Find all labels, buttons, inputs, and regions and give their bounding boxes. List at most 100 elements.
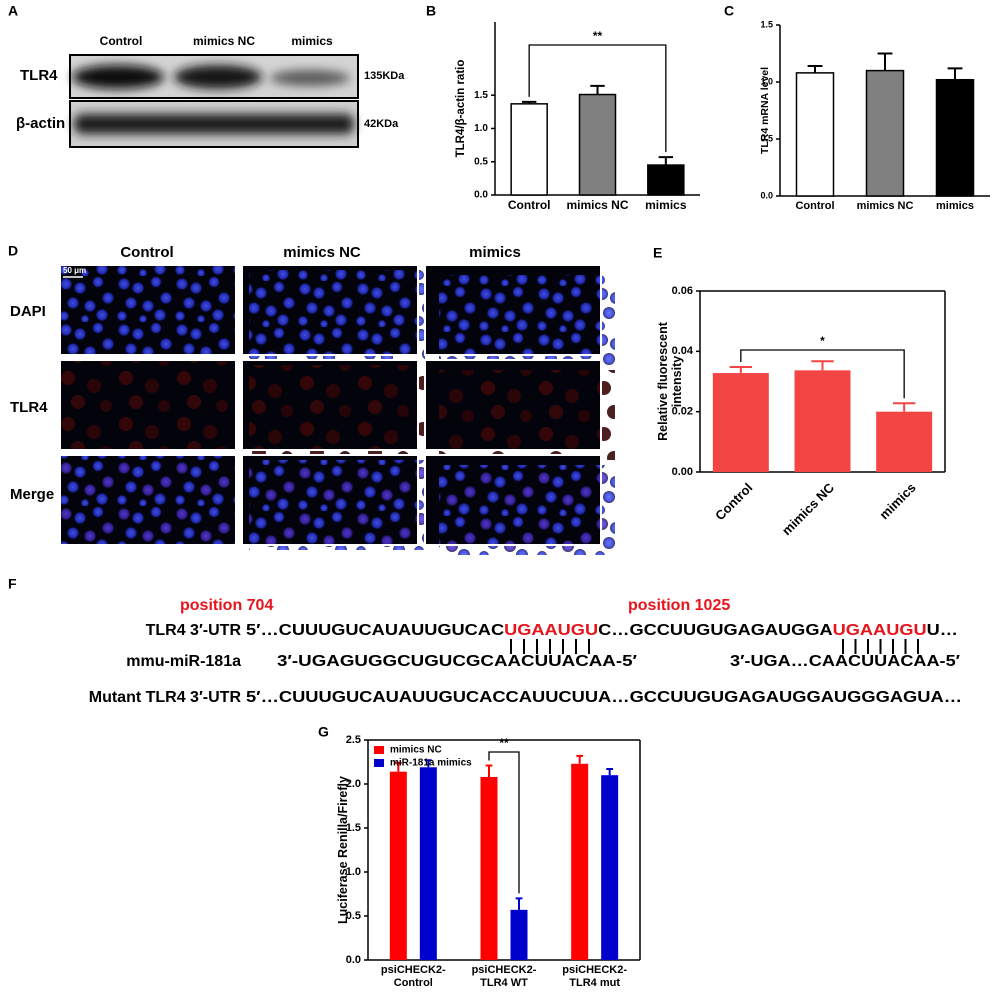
protein-label: TLR4	[20, 67, 58, 84]
sequence-segment: 3′-UGAGUGGCUGUCGCAACUUACAA-5′	[277, 653, 637, 670]
bar	[480, 776, 498, 960]
panel-label: F	[8, 576, 17, 592]
bar	[571, 763, 589, 960]
y-axis-label: Relative fluorescent intensity	[655, 322, 684, 441]
significance-label: *	[820, 334, 825, 348]
band	[72, 65, 164, 89]
micrograph-signal	[60, 455, 236, 545]
y-axis-label-box: TLR4/β-actin ratio	[455, 59, 468, 158]
legend-label: miR-181a mimics	[390, 758, 472, 769]
y-tick-label: 1.5	[474, 90, 488, 101]
y-tick-label: 0.0	[474, 190, 488, 201]
size-label: 42KDa	[364, 118, 399, 130]
error-bar	[521, 100, 537, 104]
x-tick-label: mimics NC	[566, 199, 629, 212]
micrograph-signal	[439, 370, 615, 460]
row-label: Merge	[10, 486, 54, 503]
error-bar	[424, 759, 432, 768]
y-tick-label: 0.06	[672, 285, 693, 297]
error-bar	[729, 366, 753, 374]
y-axis-label: TLR4/β-actin ratio	[455, 59, 468, 158]
x-tick-label-box: Control	[507, 199, 551, 212]
sequence-segment: UGAAUGU	[504, 622, 598, 639]
bar	[510, 103, 548, 196]
x-tick-label: mimics	[645, 199, 687, 212]
micrograph-signal	[439, 465, 615, 555]
x-tick-label-box: psiCHECK2- TLR4 mut	[562, 964, 627, 989]
micrograph-signal	[249, 365, 425, 455]
y-axis-label-box: Luciferase Renilla/Firefly	[335, 776, 350, 924]
x-tick-label-box: mimics NC	[566, 199, 629, 212]
y-tick-label: 0.5	[346, 910, 361, 922]
bar	[419, 767, 437, 960]
y-tick-label: 0.0	[346, 954, 361, 966]
row-label: DAPI	[10, 303, 46, 320]
x-tick-label-box: mimics	[645, 199, 687, 212]
y-tick-label: 0.00	[672, 466, 693, 478]
error-bar	[658, 156, 674, 166]
immunofluorescence-grid: Control mimics NC mimics DAPI TLR4 Merge 50 μm	[10, 244, 615, 555]
bar	[389, 771, 407, 960]
y-tick-label: 1.0	[474, 123, 488, 134]
protein-label: β-actin	[16, 115, 65, 132]
sequence-row-label: mmu-miR-181a	[126, 653, 241, 670]
sequence: 3′-UGAGUGGCUGUCGCAACUUACAA-5′	[277, 653, 637, 670]
x-tick-label-box: mimics	[936, 200, 974, 212]
bar	[865, 69, 905, 197]
micrograph-border	[424, 454, 602, 546]
y-axis-label: Luciferase Renilla/Firefly	[335, 776, 350, 924]
error-bar	[394, 761, 402, 772]
sequence-segment: 5′…CUUUGUCAUAUUGUCAC	[246, 622, 505, 639]
error-bar	[947, 67, 963, 80]
lane-label: Control	[100, 34, 143, 48]
legend-swatch	[374, 759, 384, 767]
bar	[794, 370, 851, 472]
micrograph-border	[59, 359, 237, 451]
micrograph-signal	[249, 270, 425, 360]
micrograph-signal	[60, 265, 236, 355]
y-tick-label: 0.04	[672, 345, 694, 357]
y-tick-label: 0.5	[474, 156, 488, 167]
micrograph-border	[424, 264, 602, 356]
sequence-segment: U…	[927, 622, 958, 639]
micrograph-border	[59, 264, 237, 356]
x-tick-label: psiCHECK2- TLR4 WT	[471, 964, 537, 989]
column-label: mimics NC	[283, 244, 361, 261]
micrograph-border	[241, 264, 419, 356]
bar	[876, 411, 933, 472]
micrograph-border	[241, 454, 419, 546]
x-tick-label: mimics NC	[856, 200, 914, 212]
lane-label: mimics NC	[193, 34, 255, 48]
micrograph-signal	[439, 275, 615, 365]
bar	[935, 78, 975, 197]
band	[74, 114, 354, 134]
bar	[795, 72, 835, 197]
panel-label: E	[653, 245, 662, 261]
panel-label: D	[8, 243, 18, 259]
x-tick-label-box: mimics NC	[856, 200, 914, 212]
x-tick-label: Control	[507, 199, 551, 212]
x-tick-label: mimics NC	[779, 480, 838, 539]
legend-swatch	[374, 746, 384, 754]
error-bar	[892, 402, 916, 412]
y-tick-label: 1.5	[346, 822, 361, 834]
x-tick-label-box: Control	[795, 200, 835, 212]
column-label: mimics	[469, 244, 521, 261]
site-label: position 704	[180, 597, 273, 614]
sequence: 5′…CUUUGUCAUAUUGUCAC UGAAUGU C…GCCUUGUGAGA…	[246, 622, 958, 639]
y-tick-label: 0.0	[760, 190, 773, 200]
x-tick-label: Control	[795, 200, 835, 212]
bar	[510, 909, 528, 960]
panel-label: A	[8, 3, 18, 19]
x-tick-label: mimics	[876, 480, 918, 522]
sequence-segment: 3′-UGA…CAACUUACAA-5′	[730, 653, 960, 670]
error-bar	[590, 84, 605, 95]
lane-label: mimics	[291, 34, 333, 48]
significance-label: **	[499, 736, 509, 750]
sequence-segment: C…GCCUUGUGAGAUGGA	[598, 622, 833, 639]
sequence: 3′-UGA…CAACUUACAA-5′	[730, 653, 960, 670]
legend-label: mimics NC	[390, 745, 442, 756]
y-tick-label: 0.02	[672, 406, 693, 418]
